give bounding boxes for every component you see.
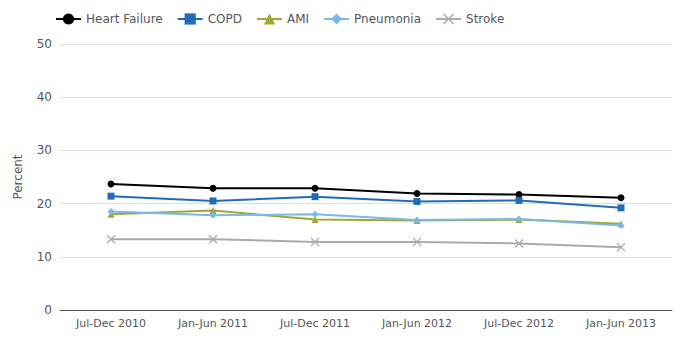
svg-text:Jan-Jun 2013: Jan-Jun 2013 — [585, 317, 656, 330]
svg-text:Jan-Jun 2011: Jan-Jun 2011 — [177, 317, 248, 330]
svg-text:40: 40 — [37, 90, 52, 104]
svg-text:Heart Failure: Heart Failure — [86, 12, 163, 26]
svg-text:Jul-Dec 2011: Jul-Dec 2011 — [279, 317, 350, 330]
svg-text:Jul-Dec 2012: Jul-Dec 2012 — [483, 317, 554, 330]
svg-text:Pneumonia: Pneumonia — [354, 12, 421, 26]
svg-text:30: 30 — [37, 143, 52, 157]
svg-text:Jul-Dec 2010: Jul-Dec 2010 — [75, 317, 146, 330]
svg-text:Stroke: Stroke — [466, 12, 504, 26]
svg-text:20: 20 — [37, 197, 52, 211]
svg-text:0: 0 — [44, 303, 52, 317]
svg-text:AMI: AMI — [287, 12, 309, 26]
svg-text:50: 50 — [37, 37, 52, 51]
svg-text:Percent: Percent — [11, 154, 25, 199]
svg-text:10: 10 — [37, 250, 52, 264]
svg-text:Jan-Jun 2012: Jan-Jun 2012 — [381, 317, 452, 330]
svg-text:COPD: COPD — [208, 12, 242, 26]
